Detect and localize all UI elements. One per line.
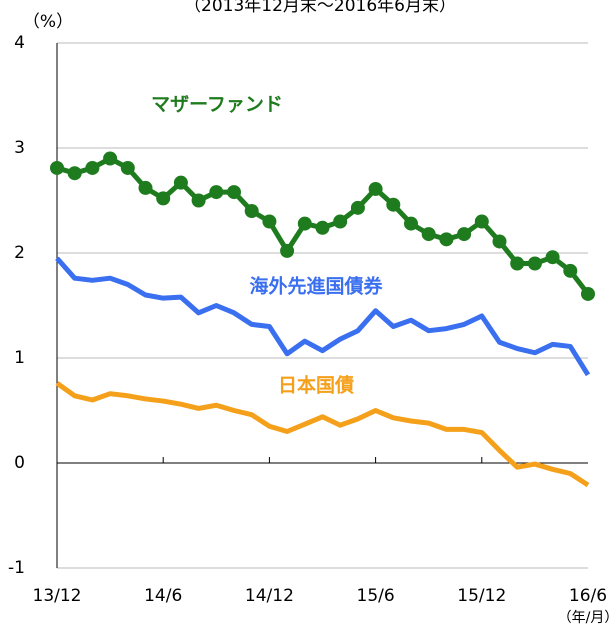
- y-tick-label: 0: [14, 453, 25, 473]
- series-marker: [545, 250, 560, 265]
- series-marker: [333, 214, 348, 229]
- series-marker: [404, 216, 418, 231]
- series-marker: [350, 200, 365, 215]
- series-marker: [280, 243, 295, 258]
- series-marker: [563, 263, 578, 278]
- series-marker: [297, 216, 312, 231]
- chart-subtitle: （2013年12月末～2016年6月末）: [184, 0, 456, 16]
- series-marker: [581, 286, 595, 301]
- series-marker: [191, 193, 206, 208]
- series-marker: [386, 197, 401, 212]
- series-marker: [209, 185, 224, 200]
- y-tick-label: 3: [14, 138, 25, 158]
- x-axis-label: （年/月）: [558, 610, 616, 626]
- series-marker: [120, 160, 135, 175]
- series-marker: [421, 227, 436, 242]
- series-marker: [368, 181, 383, 196]
- series-marker: [67, 166, 82, 181]
- series-line: [55, 381, 590, 488]
- x-tick-label: 15/12: [457, 586, 506, 606]
- series-label: 日本国債: [278, 374, 354, 397]
- y-tick-label: 4: [14, 33, 25, 53]
- y-tick-label: 1: [14, 348, 25, 368]
- series-marker: [315, 220, 330, 235]
- series-marker: [527, 256, 542, 271]
- series-marker: [227, 185, 241, 200]
- x-tick-label: 14/12: [245, 586, 294, 606]
- series-line: [55, 256, 591, 377]
- series-marker: [510, 256, 525, 271]
- y-tick-label: -1: [8, 558, 25, 578]
- series-marker: [156, 191, 171, 206]
- series-marker: [439, 232, 454, 247]
- series-marker: [244, 204, 259, 218]
- series-marker: [85, 160, 100, 175]
- series-marker: [262, 214, 277, 229]
- series-marker: [492, 234, 507, 249]
- x-tick-label: 15/6: [357, 586, 395, 606]
- series-marker: [173, 175, 188, 190]
- x-tick-label: 16/6: [569, 586, 607, 606]
- x-tick-label: 14/6: [144, 586, 182, 606]
- series-marker: [50, 160, 64, 175]
- y-tick-label: 2: [14, 243, 25, 263]
- y-axis-label: （%）: [23, 12, 73, 32]
- series-marker: [474, 214, 489, 229]
- series-marker: [138, 180, 153, 195]
- series-marker: [457, 227, 472, 242]
- x-tick-label: 13/12: [33, 586, 82, 606]
- series-label: 海外先進国債券: [249, 275, 383, 298]
- series-marker: [103, 151, 118, 166]
- series-label: マザーファンド: [151, 94, 283, 116]
